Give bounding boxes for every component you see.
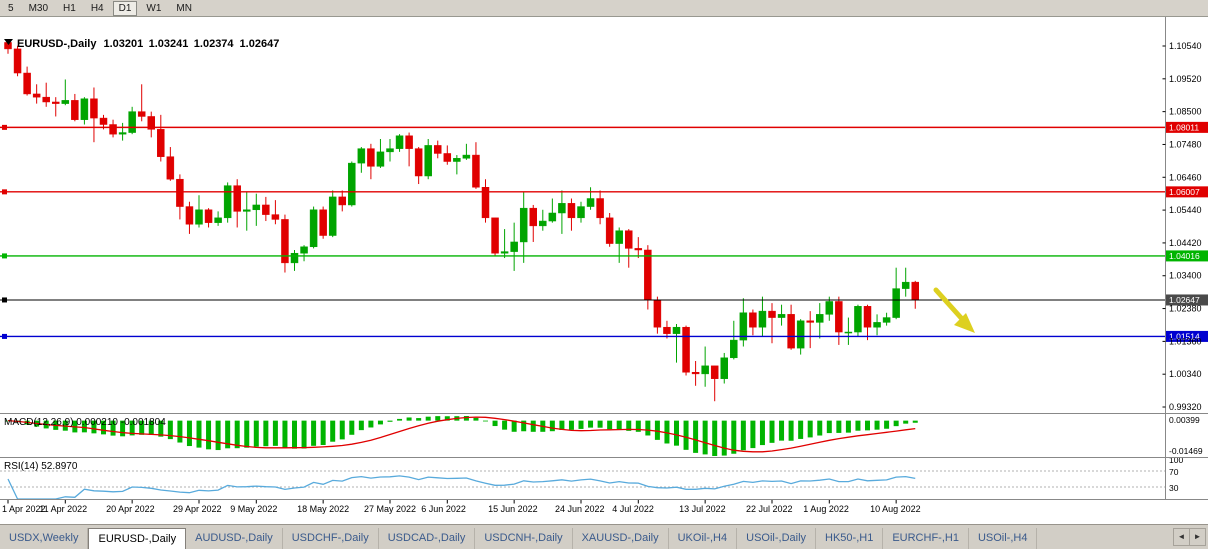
svg-text:20 Apr 2022: 20 Apr 2022 <box>106 504 155 514</box>
tab-ukoil-h4[interactable]: UKOil-,H4 <box>669 528 738 549</box>
candles-layer <box>4 39 919 402</box>
info-high: 1.03241 <box>149 38 189 50</box>
tab-hk50-h1[interactable]: HK50-,H1 <box>816 528 884 549</box>
macd-layer <box>5 416 918 456</box>
svg-text:30: 30 <box>1169 483 1179 493</box>
svg-text:0.99320: 0.99320 <box>1169 402 1202 412</box>
timeframe-button-w1[interactable]: W1 <box>146 2 162 14</box>
info-symbol: EURUSD-,Daily <box>17 38 97 50</box>
tab-strip: USDX,Weekly EURUSD-,Daily AUDUSD-,Daily USD… <box>0 528 1174 549</box>
timeframe-button-5[interactable]: 5 <box>8 2 14 14</box>
info-close: 1.02647 <box>240 38 280 50</box>
rsi-label: RSI(14) 52.8970 <box>4 461 78 472</box>
price-axis: 1.10540 1.09520 1.08500 1.07480 1.06460 1.054… <box>1162 17 1202 499</box>
svg-text:1.01514: 1.01514 <box>1169 331 1200 341</box>
svg-text:24 Jun 2022: 24 Jun 2022 <box>555 504 605 514</box>
hlines-layer[interactable]: 1.08011 1.06007 1.04016 1.02647 1.01514 <box>0 121 1208 342</box>
svg-text:29 Apr 2022: 29 Apr 2022 <box>173 504 222 514</box>
info-open: 1.03201 <box>103 38 143 50</box>
tab-eurusd-daily[interactable]: EURUSD-,Daily <box>88 528 187 549</box>
svg-text:15 Jun 2022: 15 Jun 2022 <box>488 504 538 514</box>
symbol-marker-icon[interactable] <box>4 39 13 45</box>
svg-text:1.04420: 1.04420 <box>1169 238 1202 248</box>
timeframe-button-h1[interactable]: H1 <box>63 2 76 14</box>
svg-text:1.10540: 1.10540 <box>1169 41 1202 51</box>
tab-scroll-left-icon[interactable]: ◄ <box>1173 528 1190 546</box>
svg-text:100: 100 <box>1169 455 1183 465</box>
svg-text:27 May 2022: 27 May 2022 <box>364 504 416 514</box>
rsi-layer: 100 70 30 <box>0 455 1183 500</box>
ohlc-info-line: EURUSD-,Daily 1.03201 1.03241 1.02374 1.0264… <box>17 38 279 50</box>
svg-text:1.07480: 1.07480 <box>1169 139 1202 149</box>
tab-usdcnh-daily[interactable]: USDCNH-,Daily <box>475 528 573 549</box>
svg-text:4 Jul 2022: 4 Jul 2022 <box>612 504 654 514</box>
svg-text:22 Jul 2022: 22 Jul 2022 <box>746 504 793 514</box>
svg-text:1.00340: 1.00340 <box>1169 369 1202 379</box>
tab-audusd-daily[interactable]: AUDUSD-,Daily <box>186 528 283 549</box>
info-low: 1.02374 <box>194 38 235 50</box>
timeframe-button-h4[interactable]: H4 <box>90 2 104 14</box>
svg-text:1 Aug 2022: 1 Aug 2022 <box>803 504 849 514</box>
svg-text:13 Jul 2022: 13 Jul 2022 <box>679 504 726 514</box>
annotation-arrow-layer[interactable] <box>933 287 975 333</box>
svg-text:1.06007: 1.06007 <box>1169 187 1200 197</box>
tab-xauusd-daily[interactable]: XAUUSD-,Daily <box>573 528 669 549</box>
svg-text:1.02380: 1.02380 <box>1169 304 1202 314</box>
macd-scale-bottom: -0.01469 <box>1169 446 1203 456</box>
macd-scale-top: 0.00399 <box>1169 415 1200 425</box>
svg-text:1 Apr 2022: 1 Apr 2022 <box>2 504 46 514</box>
tab-usoil-daily[interactable]: USOil-,Daily <box>737 528 817 549</box>
svg-text:18 May 2022: 18 May 2022 <box>297 504 349 514</box>
svg-text:1.08500: 1.08500 <box>1169 107 1202 117</box>
svg-text:1.06460: 1.06460 <box>1169 172 1202 182</box>
tab-usdx-weekly[interactable]: USDX,Weekly <box>0 528 89 549</box>
macd-label: MACD(12,26,9) 0.000210 -0.001804 <box>4 417 166 428</box>
svg-text:9 May 2022: 9 May 2022 <box>230 504 277 514</box>
svg-text:1.09520: 1.09520 <box>1169 74 1202 84</box>
svg-text:1.05440: 1.05440 <box>1169 205 1202 215</box>
tab-scroll-right-icon[interactable]: ► <box>1189 528 1206 546</box>
svg-text:1.02647: 1.02647 <box>1169 295 1200 305</box>
timeframe-button-mn[interactable]: MN <box>176 2 192 14</box>
chart-background <box>0 17 1208 525</box>
svg-text:1.01360: 1.01360 <box>1169 336 1202 346</box>
svg-text:70: 70 <box>1169 467 1179 477</box>
tab-eurchf-h1[interactable]: EURCHF-,H1 <box>883 528 969 549</box>
tab-usdchf-daily[interactable]: USDCHF-,Daily <box>283 528 379 549</box>
svg-text:11 Apr 2022: 11 Apr 2022 <box>39 504 87 514</box>
timeframe-button-m30[interactable]: M30 <box>28 2 49 14</box>
tab-usoil-h4[interactable]: USOil-,H4 <box>969 528 1038 549</box>
svg-text:1.08011: 1.08011 <box>1169 122 1199 132</box>
svg-text:1.03400: 1.03400 <box>1169 271 1202 281</box>
timeframe-toolbar: 5 M30 H1 H4 D1 W1 MN <box>0 0 1208 17</box>
timeframe-button-d1[interactable]: D1 <box>112 0 138 16</box>
tab-usdcad-daily[interactable]: USDCAD-,Daily <box>379 528 476 549</box>
chart-canvas[interactable]: 1.08011 1.06007 1.04016 1.02647 1.01514 100 7… <box>0 17 1208 525</box>
svg-text:1.04016: 1.04016 <box>1169 251 1200 261</box>
svg-text:6 Jun 2022: 6 Jun 2022 <box>421 504 466 514</box>
svg-text:10 Aug 2022: 10 Aug 2022 <box>870 504 921 514</box>
chart-tab-bar: USDX,Weekly EURUSD-,Daily AUDUSD-,Daily USD… <box>0 524 1208 549</box>
